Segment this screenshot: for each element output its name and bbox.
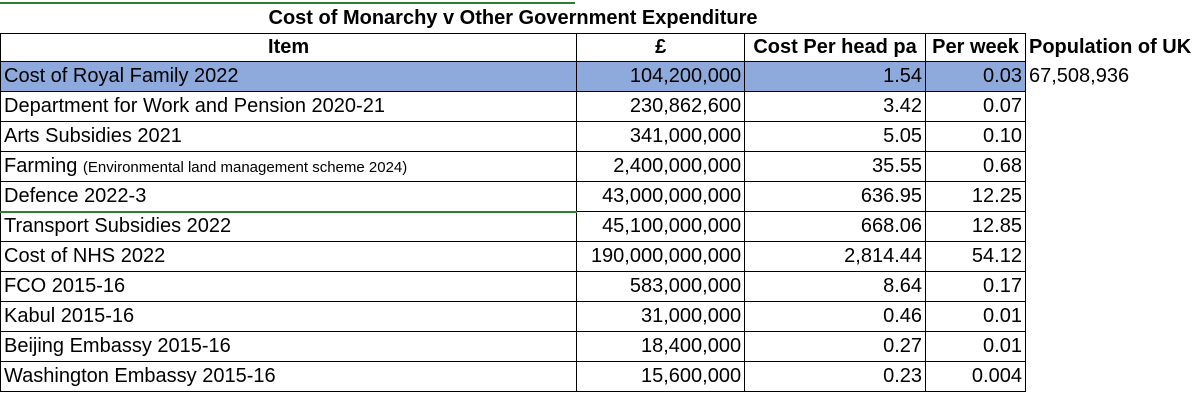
- cell-per-head[interactable]: 1.54: [744, 61, 927, 92]
- cell-empty[interactable]: [1025, 332, 1199, 362]
- cell-amount[interactable]: 341,000,000: [576, 121, 746, 152]
- cell-per-head[interactable]: 0.23: [744, 361, 927, 392]
- cell-per-week[interactable]: 0.68: [925, 151, 1026, 182]
- cell-item[interactable]: Arts Subsidies 2021: [0, 121, 578, 152]
- cell-amount[interactable]: 104,200,000: [576, 61, 746, 92]
- cell-amount[interactable]: 31,000,000: [576, 301, 746, 332]
- table-row: Department for Work and Pension 2020-21 …: [0, 91, 1200, 122]
- cell-item[interactable]: Beijing Embassy 2015-16: [0, 331, 578, 362]
- table-row: Washington Embassy 2015-16 15,600,000 0.…: [0, 361, 1200, 392]
- cell-amount[interactable]: 45,100,000,000: [576, 211, 746, 242]
- cell-empty[interactable]: [1025, 212, 1199, 242]
- cell-item[interactable]: Transport Subsidies 2022: [0, 210, 578, 242]
- table-row: Farming (Environmental land management s…: [0, 151, 1200, 182]
- cell-item-note: (Environmental land management scheme 20…: [82, 159, 408, 176]
- table-row: Arts Subsidies 2021 341,000,000 5.05 0.1…: [0, 121, 1200, 152]
- cell-selection-edge: [0, 2, 575, 4]
- cell-empty[interactable]: [1025, 272, 1199, 302]
- cell-amount[interactable]: 190,000,000,000: [576, 241, 746, 272]
- cell-empty[interactable]: [1025, 182, 1199, 212]
- header-amount[interactable]: £: [576, 33, 746, 62]
- cell-item[interactable]: Defence 2022-3: [0, 181, 578, 212]
- cell-per-week[interactable]: 12.25: [925, 181, 1026, 212]
- cell-per-head[interactable]: 668.06: [744, 211, 927, 242]
- table-row: Cost of NHS 2022 190,000,000,000 2,814.4…: [0, 241, 1200, 272]
- header-row: Item £ Cost Per head pa Per week Populat…: [0, 33, 1200, 62]
- cell-item[interactable]: Farming (Environmental land management s…: [0, 151, 578, 182]
- cell-item[interactable]: Cost of NHS 2022: [0, 241, 578, 272]
- cell-per-week[interactable]: 0.01: [925, 331, 1026, 362]
- cell-empty[interactable]: [1025, 152, 1199, 182]
- table-row: Defence 2022-3 43,000,000,000 636.95 12.…: [0, 181, 1200, 212]
- header-item[interactable]: Item: [0, 33, 578, 62]
- cell-amount[interactable]: 583,000,000: [576, 271, 746, 302]
- header-population[interactable]: Population of UK: [1028, 36, 1192, 58]
- cell-item[interactable]: Department for Work and Pension 2020-21: [0, 91, 578, 122]
- cell-amount[interactable]: 43,000,000,000: [576, 181, 746, 212]
- cell-empty[interactable]: [1025, 122, 1199, 152]
- cell-amount[interactable]: 2,400,000,000: [576, 151, 746, 182]
- cell-item[interactable]: Washington Embassy 2015-16: [0, 361, 578, 392]
- cell-empty[interactable]: [1025, 302, 1199, 332]
- cell-per-week[interactable]: 0.004: [925, 361, 1026, 392]
- header-per-week[interactable]: Per week: [925, 33, 1026, 62]
- cell-amount[interactable]: 18,400,000: [576, 331, 746, 362]
- cell-per-head[interactable]: 0.27: [744, 331, 927, 362]
- cell-per-week[interactable]: 0.03: [925, 61, 1026, 92]
- cell-empty[interactable]: [1025, 242, 1199, 272]
- cell-empty[interactable]: [1025, 92, 1199, 122]
- cell-item[interactable]: FCO 2015-16: [0, 271, 578, 302]
- cell-item[interactable]: Cost of Royal Family 2022: [0, 61, 578, 92]
- table-row: Beijing Embassy 2015-16 18,400,000 0.27 …: [0, 331, 1200, 362]
- cell-per-head[interactable]: 2,814.44: [744, 241, 927, 272]
- table-row: Cost of Royal Family 2022 104,200,000 1.…: [0, 61, 1200, 92]
- cell-amount[interactable]: 15,600,000: [576, 361, 746, 392]
- cell-per-head[interactable]: 35.55: [744, 151, 927, 182]
- cell-per-week[interactable]: 54.12: [925, 241, 1026, 272]
- cell-per-head[interactable]: 5.05: [744, 121, 927, 152]
- cell-per-week[interactable]: 0.01: [925, 301, 1026, 332]
- cell-per-head[interactable]: 8.64: [744, 271, 927, 302]
- cell-per-week[interactable]: 12.85: [925, 211, 1026, 242]
- cell-per-head[interactable]: 3.42: [744, 91, 927, 122]
- table-row: Transport Subsidies 2022 45,100,000,000 …: [0, 210, 1200, 242]
- cell-per-week[interactable]: 0.10: [925, 121, 1026, 152]
- cell-empty[interactable]: [1025, 362, 1199, 392]
- header-per-head[interactable]: Cost Per head pa: [744, 33, 927, 62]
- table-row: FCO 2015-16 583,000,000 8.64 0.17: [0, 271, 1200, 302]
- table-row: Kabul 2015-16 31,000,000 0.46 0.01: [0, 301, 1200, 332]
- cell-per-week[interactable]: 0.07: [925, 91, 1026, 122]
- cell-item-label: Farming: [4, 155, 78, 177]
- expenditure-table: Item £ Cost Per head pa Per week Populat…: [0, 33, 1200, 392]
- cell-population[interactable]: 67,508,936: [1028, 65, 1130, 87]
- cell-per-head[interactable]: 0.46: [744, 301, 927, 332]
- cell-per-week[interactable]: 0.17: [925, 271, 1026, 302]
- cell-per-head[interactable]: 636.95: [744, 181, 927, 212]
- cell-amount[interactable]: 230,862,600: [576, 91, 746, 122]
- sheet-title[interactable]: Cost of Monarchy v Other Government Expe…: [268, 7, 758, 29]
- cell-item[interactable]: Kabul 2015-16: [0, 301, 578, 332]
